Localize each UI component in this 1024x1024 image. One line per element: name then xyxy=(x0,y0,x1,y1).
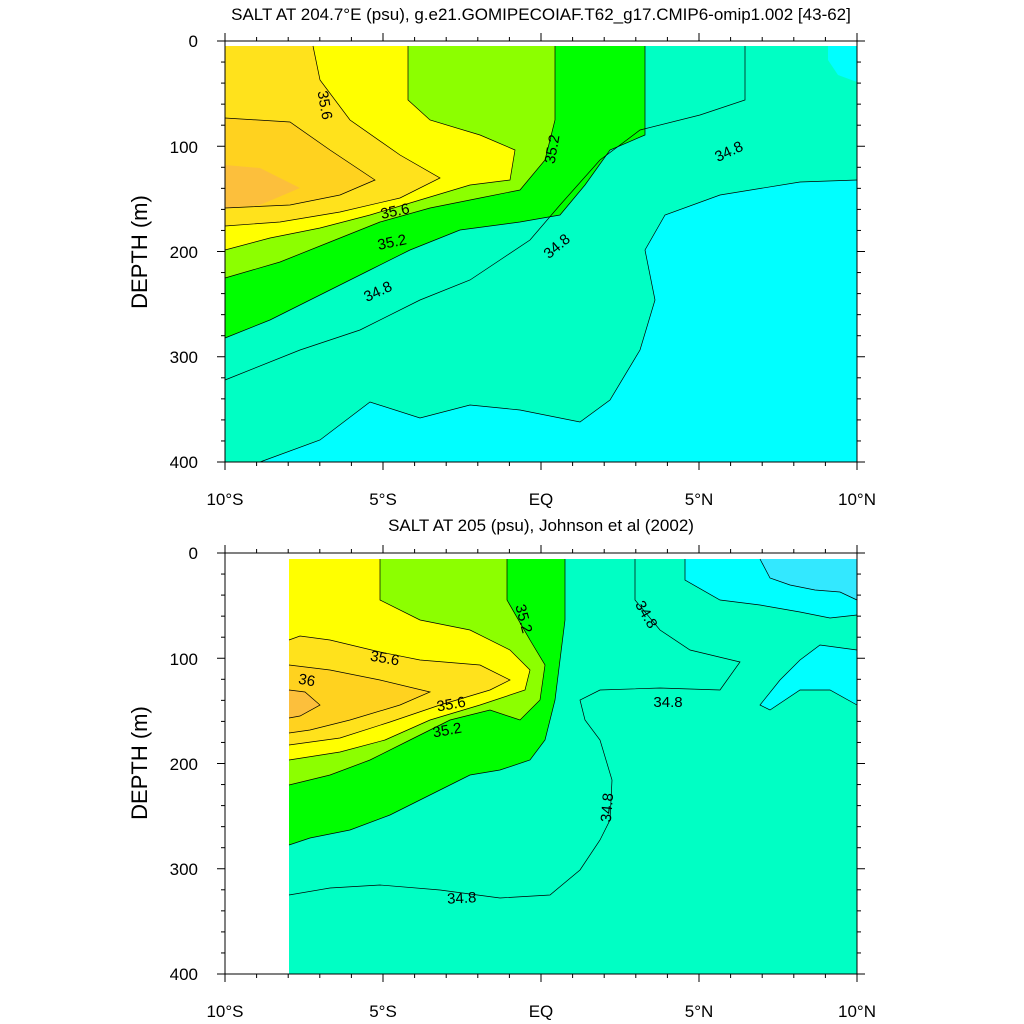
top-patch-east-top xyxy=(828,46,857,82)
bottom-contour-label: 35.2 xyxy=(511,603,535,636)
bottom-x-tick-label: 5°S xyxy=(369,1002,397,1021)
bottom-line-35-6 xyxy=(288,559,531,761)
top-contour-lines xyxy=(224,45,858,463)
bottom-x-tick-labels: 10°S 5°S EQ 5°N 10°N xyxy=(206,1002,876,1021)
bottom-y-tick-label: 400 xyxy=(170,965,198,984)
top-band-gt36 xyxy=(225,165,300,208)
top-y-tick-label: 300 xyxy=(170,348,198,367)
top-band-34-8-east xyxy=(225,46,857,462)
top-y-tick-label: 200 xyxy=(170,243,198,262)
bottom-contour-labels: 35.6 36 35.6 35.2 35.2 34.8 34.8 34.8 34… xyxy=(297,598,683,908)
top-line-36 xyxy=(224,117,376,209)
bottom-band-36 xyxy=(289,665,430,733)
bottom-line-34-8 xyxy=(288,559,741,899)
top-line-35-4 xyxy=(224,46,556,279)
top-line-35-6 xyxy=(224,46,516,251)
top-y-tick-labels: 0 100 200 300 400 xyxy=(170,32,198,472)
bottom-x-tick-label: 5°N xyxy=(685,1002,714,1021)
bottom-y-tick-label: 100 xyxy=(170,650,198,669)
bottom-y-tick-label: 200 xyxy=(170,755,198,774)
bottom-contour-lines xyxy=(288,558,858,899)
bottom-contour-label: 35.2 xyxy=(431,720,463,742)
bottom-y-tick-labels: 0 100 200 300 400 xyxy=(170,544,198,984)
bottom-patch-deep xyxy=(760,559,857,600)
bottom-contour-fills xyxy=(289,559,857,974)
top-chart-title: SALT AT 204.7°E (psu), g.e21.GOMIPECOIAF… xyxy=(231,5,851,24)
bottom-y-tick-label: 300 xyxy=(170,860,198,879)
bottom-line-deep xyxy=(759,558,858,601)
bottom-x-tick-label: EQ xyxy=(529,1002,554,1021)
bottom-chart-title: SALT AT 205 (psu), Johnson et al (2002) xyxy=(388,516,694,535)
bottom-contour-label: 35.6 xyxy=(369,648,401,670)
bottom-axis-ticks xyxy=(217,545,865,982)
top-panel: SALT AT 204.7°E (psu), g.e21.GOMIPECOIAF… xyxy=(127,5,876,509)
bottom-line-35-4 xyxy=(288,559,546,786)
bottom-x-tick-label: 10°N xyxy=(838,1002,876,1021)
bottom-panel: SALT AT 205 (psu), Johnson et al (2002) xyxy=(127,516,876,1021)
top-x-tick-label: 5°S xyxy=(369,490,397,509)
top-contour-label: 35.2 xyxy=(542,133,564,165)
top-x-tick-label: 10°S xyxy=(206,490,243,509)
top-y-axis-label: DEPTH (m) xyxy=(127,195,152,309)
top-y-tick-label: 0 xyxy=(189,32,198,51)
top-axis-ticks xyxy=(217,33,865,470)
bottom-line-36 xyxy=(288,664,432,734)
bottom-y-tick-label: 0 xyxy=(189,544,198,563)
bottom-contour-label: 34.8 xyxy=(598,792,617,823)
bottom-y-axis-label: DEPTH (m) xyxy=(127,706,152,820)
top-patch-east-200 xyxy=(845,232,857,268)
top-line-34-8 xyxy=(224,46,746,381)
bottom-line-34-8-east-low xyxy=(759,644,858,711)
bottom-line-34-8-east xyxy=(684,559,858,619)
bottom-line-35-8 xyxy=(288,635,511,746)
top-line-35-8 xyxy=(224,45,441,227)
top-contour-label: 35.2 xyxy=(376,231,408,254)
top-x-tick-label: EQ xyxy=(529,490,554,509)
bottom-line-35-2 xyxy=(288,559,566,846)
top-line-34-8-east xyxy=(259,179,858,463)
top-line-35-2 xyxy=(224,46,646,339)
top-contour-label: 35.6 xyxy=(379,200,411,223)
bottom-contour-label: 34.8 xyxy=(447,889,477,908)
top-x-tick-labels: 10°S 5°S EQ 5°N 10°N xyxy=(206,490,876,509)
bottom-contour-label: 34.8 xyxy=(653,694,682,711)
bottom-band-gt36 xyxy=(289,690,320,718)
top-x-tick-label: 10°N xyxy=(838,490,876,509)
bottom-x-tick-label: 10°S xyxy=(206,1002,243,1021)
top-contour-fills xyxy=(225,46,857,462)
top-y-tick-label: 100 xyxy=(170,138,198,157)
top-x-tick-label: 5°N xyxy=(685,490,714,509)
top-y-tick-label: 400 xyxy=(170,453,198,472)
bottom-line-gt36 xyxy=(288,689,321,719)
bottom-contour-label: 36 xyxy=(297,671,316,691)
bottom-contour-label: 35.6 xyxy=(435,694,467,716)
top-contour-label: 35.6 xyxy=(314,89,336,121)
